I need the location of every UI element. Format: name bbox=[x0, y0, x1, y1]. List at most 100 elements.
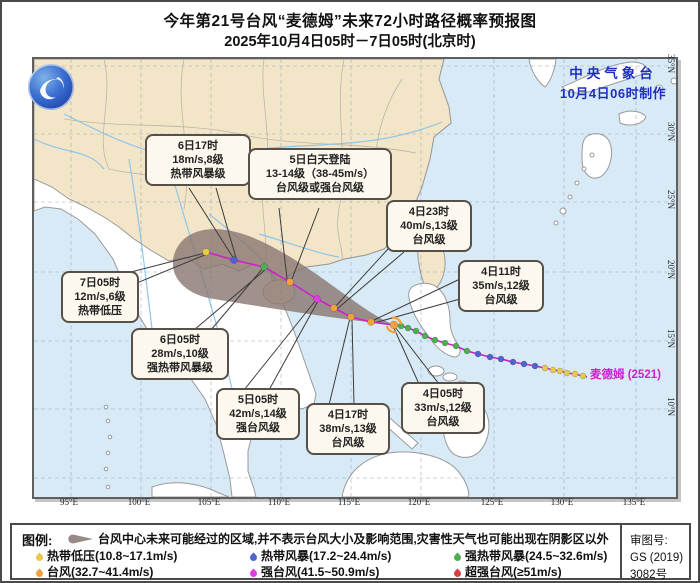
lon-tick: 125°E bbox=[480, 497, 504, 507]
lat-tick: 35°N bbox=[666, 54, 676, 74]
annotation-wind: 13-14级（38-45m/s） bbox=[265, 168, 375, 180]
annotation-wind: 38m/s,13级 bbox=[319, 423, 377, 435]
annotation-wind: 42m/s,14级 bbox=[229, 408, 287, 420]
lon-tick: 115°E bbox=[337, 497, 361, 507]
japan-honshu bbox=[561, 61, 648, 94]
annotation-category: 热带低压 bbox=[78, 305, 122, 317]
typhoon-marker-icon bbox=[248, 552, 259, 563]
typhoon-marker-icon bbox=[248, 568, 259, 579]
lon-tick: 110°E bbox=[267, 497, 291, 507]
track-point bbox=[579, 372, 587, 380]
annotation-category: 强台风级 bbox=[236, 422, 280, 434]
typhoon-marker-icon bbox=[34, 552, 45, 563]
legend-item-ts: 热带风暴(17.2~24.4m/s) bbox=[248, 547, 391, 564]
typhoon-marker-icon bbox=[452, 568, 463, 579]
annotation-wind: 18m/s,8级 bbox=[172, 154, 224, 166]
track-point bbox=[431, 336, 439, 344]
legend-title: 图例: bbox=[22, 533, 53, 548]
forecast-label-landfall: 5日白天登陆 13-14级（38-45m/s） 台风级或强台风级 bbox=[248, 148, 392, 200]
typhoon-marker-icon bbox=[452, 552, 463, 563]
lat-tick: 30°N bbox=[666, 122, 676, 142]
annotation-time: 6日17时 bbox=[177, 140, 219, 152]
japan-kyushu bbox=[581, 133, 613, 179]
annotation-wind: 12m/s,6级 bbox=[74, 291, 126, 303]
forecast-label-7d05: 7日05时 12m/s,6级 热带低压 bbox=[61, 271, 139, 323]
forecast-label-4d05: 4日05时 33m/s,12级 台风级 bbox=[401, 382, 485, 434]
track-point bbox=[260, 263, 268, 271]
track-point bbox=[474, 350, 482, 358]
lat-tick: 25°N bbox=[666, 190, 676, 210]
typhoon-marker-icon bbox=[34, 568, 45, 579]
forecast-label-6d17: 6日17时 18m/s,8级 热带风暴级 bbox=[145, 134, 251, 186]
track-point bbox=[389, 320, 399, 330]
current-position-typhoon-icon bbox=[385, 316, 403, 334]
annotation-time: 5日白天登陆 bbox=[289, 154, 351, 166]
track-point bbox=[330, 304, 338, 312]
lat-tick: 20°N bbox=[666, 260, 676, 280]
annotation-category: 热带风暴级 bbox=[170, 168, 226, 180]
track-point bbox=[412, 327, 420, 335]
track-point bbox=[202, 248, 210, 256]
track-point bbox=[563, 369, 571, 377]
ryukyu-islands bbox=[553, 152, 595, 226]
legend-item-sty: 强台风(41.5~50.9m/s) bbox=[248, 563, 379, 580]
page-subtitle: 2025年10月4日05时－7日05时(北京时) bbox=[224, 34, 476, 50]
lon-tick: 130°E bbox=[550, 497, 574, 507]
track-point bbox=[313, 295, 321, 303]
track-point bbox=[452, 342, 460, 350]
track-point bbox=[520, 360, 528, 368]
lat-tick: 15°N bbox=[666, 329, 676, 349]
annotation-category: 台风级 bbox=[331, 437, 365, 449]
annotation-wind: 33m/s,12级 bbox=[414, 402, 472, 414]
annotation-category: 台风级 bbox=[412, 234, 446, 246]
andaman-islands bbox=[103, 404, 113, 490]
leader-lines bbox=[126, 187, 461, 406]
cone-description: 台风中心未来可能经过的区域,并不表示台风大小及影响范围,灾害性天气也可能出现在阴… bbox=[98, 532, 609, 546]
track-point bbox=[367, 318, 375, 326]
forecast-label-4d11: 4日11时 35m/s,12级 台风级 bbox=[458, 260, 544, 312]
cone-icon bbox=[64, 532, 94, 549]
track-point bbox=[286, 278, 294, 286]
annotation-category: 强热带风暴级 bbox=[147, 362, 213, 374]
forecast-label-4d23: 4日23时 40m/s,13级 台风级 bbox=[386, 200, 472, 252]
track-point bbox=[421, 332, 429, 340]
annotation-wind: 40m/s,13级 bbox=[400, 220, 458, 232]
legend-divider bbox=[620, 525, 622, 578]
annotation-time: 4日05时 bbox=[422, 388, 464, 400]
forecast-label-5d05: 5日05时 42m/s,14级 强台风级 bbox=[216, 388, 300, 440]
lon-tick: 95°E bbox=[59, 497, 79, 507]
track-point bbox=[556, 367, 564, 375]
korea bbox=[528, 59, 557, 88]
annotation-time: 4日23时 bbox=[408, 206, 450, 218]
sumatra-island bbox=[151, 482, 230, 497]
annotation-time: 4日17时 bbox=[327, 409, 369, 421]
annotation-time: 5日05时 bbox=[237, 394, 279, 406]
annotation-time: 4日11时 bbox=[481, 266, 521, 278]
borneo-island bbox=[341, 451, 470, 497]
annotation-time: 7日05时 bbox=[79, 277, 121, 289]
legend-box: 图例: 台风中心未来可能经过的区域,并不表示台风大小及影响范围,灾害性天气也可能… bbox=[10, 523, 691, 581]
credit-issue-time: 10月4日06时制作 bbox=[559, 86, 667, 101]
forecast-label-6d05: 6日05时 28m/s,10级 强热带风暴级 bbox=[131, 328, 229, 380]
luzon-island bbox=[408, 282, 461, 358]
annotation-time: 6日05时 bbox=[159, 334, 201, 346]
track-point bbox=[531, 362, 539, 370]
legend-item-td: 热带低压(10.8~17.1m/s) bbox=[34, 547, 177, 564]
lon-tick: 105°E bbox=[197, 497, 221, 507]
annotation-wind: 35m/s,12级 bbox=[472, 280, 530, 292]
typhoon-track bbox=[202, 248, 588, 380]
track-point bbox=[549, 366, 557, 374]
lon-tick: 100°E bbox=[127, 497, 151, 507]
legend-item-super: 超强台风(≥51m/s) bbox=[452, 563, 562, 580]
typhoon-name-label: 麦德姆 (2521) bbox=[590, 369, 661, 381]
annotation-category: 台风级 bbox=[484, 294, 518, 306]
track-point bbox=[404, 324, 412, 332]
track-point bbox=[509, 358, 517, 366]
japan-shikoku bbox=[618, 110, 647, 126]
legend-item-ty: 台风(32.7~41.4m/s) bbox=[34, 563, 153, 580]
credit-block: 中央气象台 10月4日06时制作 bbox=[550, 62, 676, 102]
track-point bbox=[486, 353, 494, 361]
annotation-category: 台风级或强台风级 bbox=[276, 182, 364, 194]
annotation-category: 台风级 bbox=[426, 416, 460, 428]
